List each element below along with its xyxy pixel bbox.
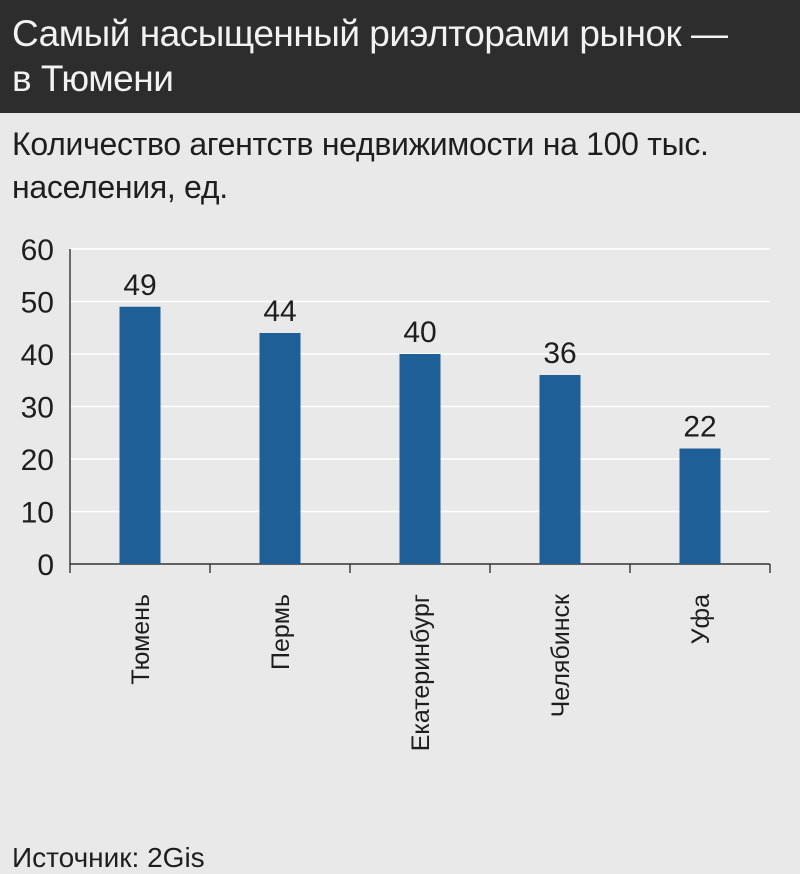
chart-title-line-2: в Тюмени xyxy=(12,58,174,99)
title-banner: Самый насыщенный риэлторами рынок — в Тю… xyxy=(0,0,800,113)
chart-subtitle-line-1: Количество агентств недвижимости на 100 … xyxy=(12,126,709,162)
data-label: 44 xyxy=(263,295,296,328)
bar xyxy=(119,306,161,564)
source-note: Источник: 2Gis xyxy=(12,842,205,873)
data-label: 49 xyxy=(123,269,156,302)
y-tick-label: 20 xyxy=(21,444,54,477)
x-tick-label: Тюмень xyxy=(127,594,155,685)
y-tick-label: 0 xyxy=(37,549,54,582)
x-tick-label: Екатеринбург xyxy=(407,594,435,751)
y-tick-label: 30 xyxy=(21,392,54,425)
bar xyxy=(539,375,581,564)
chart-title-line-1: Самый насыщенный риэлторами рынок — xyxy=(12,13,728,54)
data-label: 22 xyxy=(683,411,716,444)
bar xyxy=(399,354,441,564)
y-tick-label: 40 xyxy=(21,339,54,372)
x-tick-label: Челябинск xyxy=(547,593,575,717)
chart-subtitle-line-2: населения, ед. xyxy=(12,169,228,205)
data-label: 36 xyxy=(543,337,576,370)
bar-chart: 0 10 20 30 40 50 60 49 Тюмень 44 Пермь 40 Екатеринбу… xyxy=(21,234,771,751)
bar xyxy=(259,333,301,564)
y-tick-label: 10 xyxy=(21,497,54,530)
bar xyxy=(679,448,721,564)
data-label: 40 xyxy=(403,316,436,349)
x-tick-label: Уфа xyxy=(687,594,715,644)
y-tick-label: 50 xyxy=(21,287,54,320)
x-tick-label: Пермь xyxy=(267,594,295,670)
y-tick-label: 60 xyxy=(21,234,54,267)
